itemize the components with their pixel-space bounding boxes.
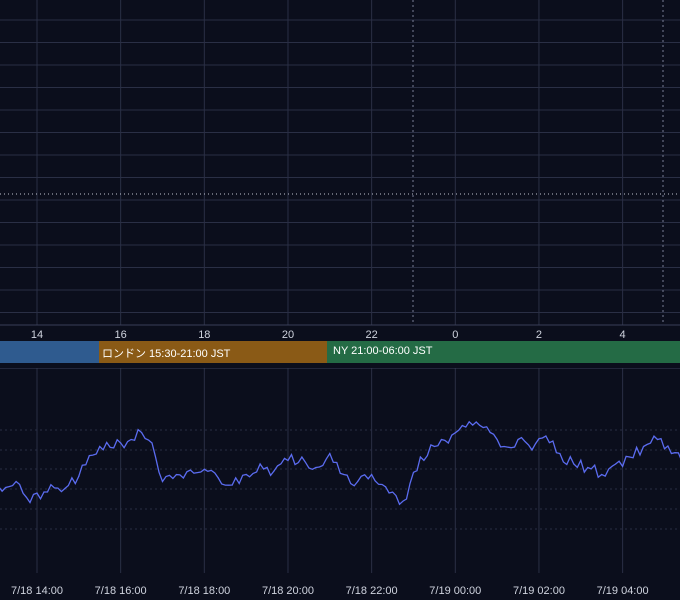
oscillator-point [573, 463, 575, 465]
date-tick-label: 7/19 00:00 [429, 585, 481, 597]
oscillator-point [475, 421, 477, 423]
hour-tick-label: 20 [282, 329, 294, 340]
session-tokyo [0, 341, 99, 363]
oscillator-point [615, 463, 617, 465]
oscillator-point [371, 473, 373, 476]
date-tick-label: 7/18 14:00 [11, 585, 63, 597]
oscillator-point [559, 452, 561, 455]
oscillator-point [329, 452, 331, 455]
hour-tick-label: 14 [31, 329, 43, 340]
oscillator-point [15, 480, 17, 483]
oscillator-chart[interactable]: 7/18 14:00 7/18 16:00 7/18 18:00 7/18 20:00… [0, 368, 680, 600]
oscillator-point [587, 466, 589, 469]
oscillator-point [531, 449, 533, 451]
oscillator-point [120, 442, 122, 444]
oscillator-point [601, 473, 603, 476]
oscillator-point [384, 486, 387, 488]
oscillator-point [642, 445, 645, 448]
oscillator-point [301, 456, 303, 458]
oscillator-point [419, 456, 422, 458]
oscillator-point [670, 452, 673, 455]
oscillator-point [489, 431, 491, 434]
hour-tick-label: 0 [452, 329, 458, 340]
oscillator-point [545, 435, 547, 437]
date-tick-label: 7/18 22:00 [346, 585, 398, 597]
oscillator-point [315, 466, 317, 469]
oscillator-point [398, 503, 401, 505]
hour-tick-label: 16 [115, 329, 127, 340]
oscillator-point [43, 491, 45, 493]
oscillator-point [231, 484, 233, 486]
date-tick-label: 7/18 20:00 [262, 585, 314, 597]
oscillator-point [78, 475, 80, 477]
oscillator-point [182, 477, 185, 479]
oscillator-point [405, 498, 408, 500]
oscillator-point [461, 424, 463, 427]
oscillator-point [628, 456, 631, 458]
hour-tick-label: 22 [366, 329, 378, 340]
session-london: ロンドン 15:30-21:00 JST [99, 341, 327, 363]
oscillator-point [245, 473, 247, 476]
hour-tick-label: 2 [536, 329, 542, 340]
oscillator-point [203, 468, 205, 470]
date-tick-label: 7/18 16:00 [95, 585, 147, 597]
date-tick-label: 7/19 04:00 [597, 585, 649, 597]
session-london-label: ロンドン 15:30-21:00 JST [102, 348, 231, 360]
oscillator-point [447, 442, 449, 444]
session-ny: NY 21:00-06:00 JST [327, 341, 680, 363]
oscillator-point [259, 463, 261, 465]
date-tick-label: 7/19 02:00 [513, 585, 565, 597]
oscillator-point [217, 477, 219, 479]
hour-tick-label: 4 [620, 329, 626, 340]
oscillator-point [287, 459, 289, 462]
session-bar: ロンドン 15:30-21:00 JST NY 21:00-06:00 JST [0, 341, 680, 363]
oscillator-point [357, 480, 359, 483]
oscillator-line [0, 420, 680, 506]
oscillator-point [503, 445, 505, 448]
oscillator-point [517, 438, 519, 441]
oscillator-point [656, 438, 659, 441]
oscillator-area [0, 368, 680, 600]
oscillator-point [151, 442, 153, 444]
date-tick-label: 7/18 18:00 [178, 585, 230, 597]
session-ny-label: NY 21:00-06:00 JST [333, 345, 433, 357]
oscillator-point [161, 480, 164, 483]
oscillator-point [433, 445, 435, 448]
hour-tick-label: 18 [198, 329, 210, 340]
oscillator-point [343, 473, 345, 476]
plot-area [0, 0, 680, 325]
oscillator-point [130, 438, 132, 441]
oscillator-point [140, 431, 143, 434]
price-chart[interactable]: 14 16 18 20 22 0 2 4 [0, 0, 680, 340]
oscillator-point [64, 487, 66, 490]
oscillator-point [273, 470, 275, 472]
oscillator-point [99, 445, 101, 448]
oscillator-point [29, 501, 31, 504]
